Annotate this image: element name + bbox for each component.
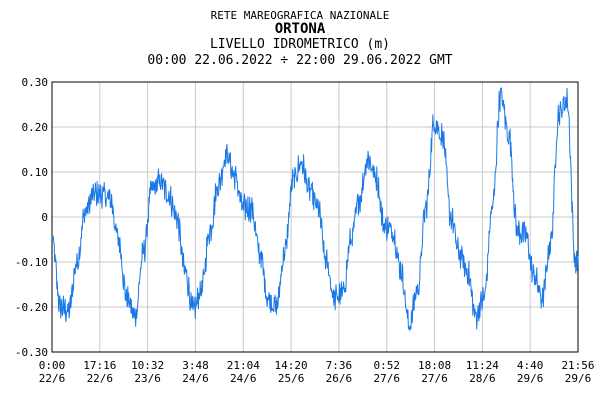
y-tick-label: -0.20 [15, 301, 48, 314]
x-tick-time: 10:32 [131, 359, 164, 372]
series-layer [51, 87, 579, 331]
x-tick-time: 11:24 [466, 359, 499, 372]
x-tick-time: 21:04 [227, 359, 260, 372]
water-level-series-line [51, 87, 579, 331]
x-tick-date: 25/6 [278, 372, 305, 385]
x-tick-time: 3:48 [182, 359, 209, 372]
y-tick-label: 0.30 [22, 76, 49, 89]
x-tick-date: 22/6 [39, 372, 66, 385]
x-tick-time: 14:20 [275, 359, 308, 372]
y-tick-label: -0.30 [15, 346, 48, 359]
y-tick-label: -0.10 [15, 256, 48, 269]
x-tick-date: 27/6 [373, 372, 400, 385]
x-tick-time: 18:08 [418, 359, 451, 372]
x-tick-time: 17:16 [83, 359, 116, 372]
x-tick-date: 28/6 [469, 372, 496, 385]
period-label: 00:00 22.06.2022 ÷ 22:00 29.06.2022 GMT [147, 53, 453, 68]
x-tick-date: 29/6 [565, 372, 592, 385]
x-tick-time: 7:36 [326, 359, 353, 372]
plot-frame [51, 81, 579, 353]
y-tick-label: 0.10 [22, 166, 49, 179]
y-tick-label: 0.20 [22, 121, 49, 134]
x-tick-time: 0:52 [373, 359, 400, 372]
x-tick-date: 24/6 [230, 372, 257, 385]
x-tick-time: 4:40 [517, 359, 544, 372]
x-tick-date: 22/6 [87, 372, 114, 385]
x-tick-time: 0:00 [39, 359, 66, 372]
x-tick-date: 29/6 [517, 372, 544, 385]
y-tick-label: 0 [41, 211, 48, 224]
x-tick-date: 27/6 [421, 372, 448, 385]
y-axis-ticks: 0.30 0.20 0.10 0 -0.10 -0.20 -0.30 [15, 76, 48, 359]
x-axis-ticks: 0:0022/617:1622/610:3223/63:4824/621:042… [39, 359, 595, 385]
station-title: ORTONA [274, 21, 326, 37]
x-tick-date: 23/6 [134, 372, 161, 385]
x-tick-date: 24/6 [182, 372, 209, 385]
x-tick-time: 21:56 [561, 359, 594, 372]
network-title: RETE MAREOGRAFICA NAZIONALE [210, 9, 390, 22]
measure-label: LIVELLO IDROMETRICO (m) [209, 37, 390, 52]
x-tick-date: 26/6 [326, 372, 353, 385]
